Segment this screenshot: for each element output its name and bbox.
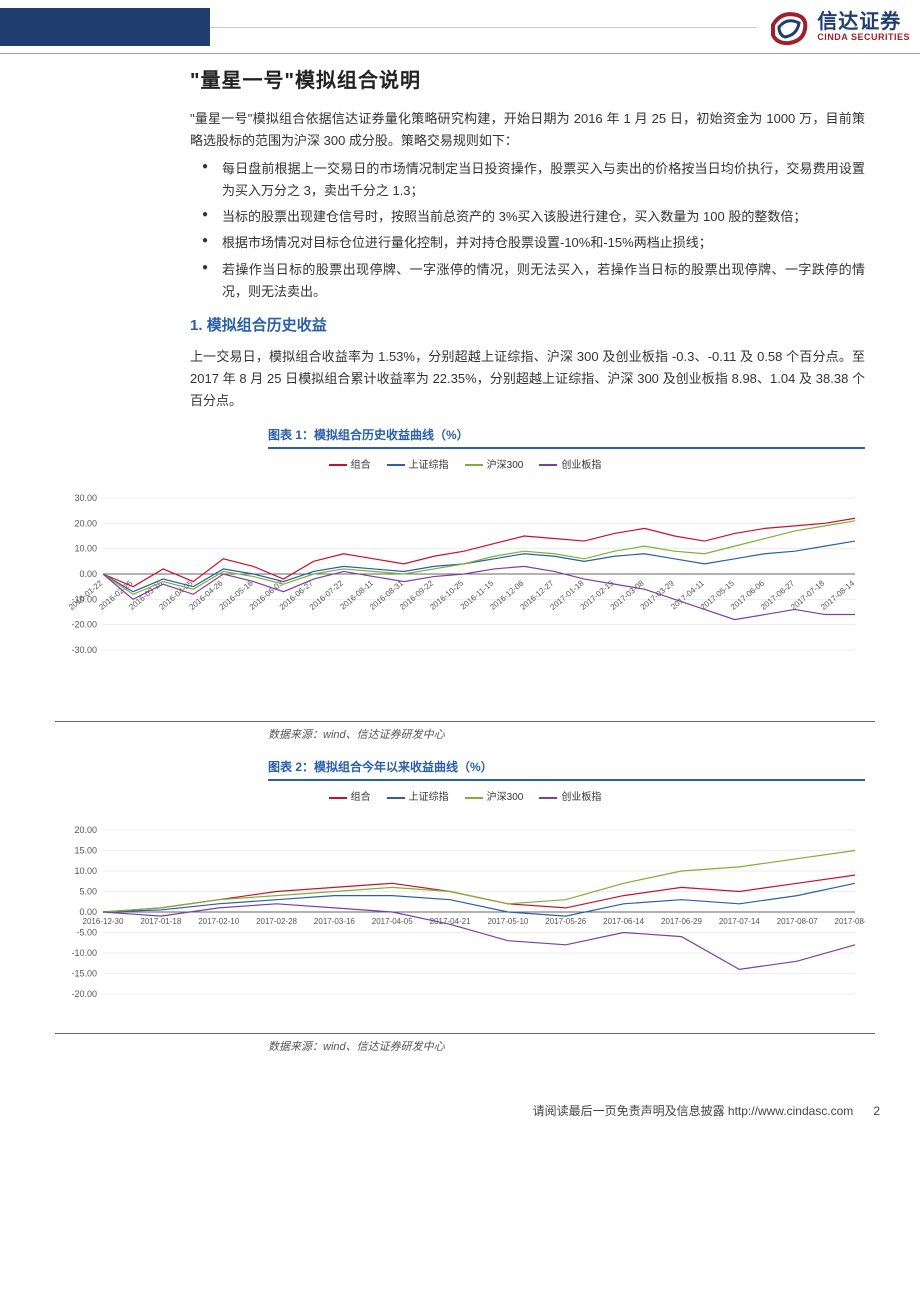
svg-text:2017-08-07: 2017-08-07 xyxy=(777,917,818,926)
page-footer: 请阅读最后一页免责声明及信息披露 http://www.cindasc.com … xyxy=(0,1095,920,1141)
header-bar: 信达证券 CINDA SECURITIES xyxy=(0,0,920,54)
svg-text:2017-03-16: 2017-03-16 xyxy=(314,917,355,926)
header-blue-block xyxy=(0,8,210,46)
svg-text:2017-02-10: 2017-02-10 xyxy=(198,917,239,926)
svg-text:2017-01-18: 2017-01-18 xyxy=(140,917,181,926)
rule-item: 当标的股票出现建仓信号时，按照当前总资产的 3%买入该股进行建仓，买入数量为 1… xyxy=(208,206,865,228)
page-title: "量星一号"模拟组合说明 xyxy=(190,64,865,98)
chart1: 组合上证综指沪深300创业板指-30.00-20.00-10.000.0010.… xyxy=(55,453,875,715)
intro-paragraph: "量星一号"模拟组合依据信达证券量化策略研究构建，开始日期为 2016 年 1 … xyxy=(190,108,865,152)
logo-cn: 信达证券 xyxy=(817,11,910,33)
svg-text:-15.00: -15.00 xyxy=(71,969,97,979)
svg-text:-5.00: -5.00 xyxy=(76,928,97,938)
svg-text:20.00: 20.00 xyxy=(74,825,97,835)
chart2: 组合上证综指沪深300创业板指-20.00-15.00-10.00-5.000.… xyxy=(55,785,875,1027)
section-num: 1. xyxy=(190,317,203,334)
chart1-caption: 图表 1：模拟组合历史收益曲线（%） xyxy=(268,425,865,449)
svg-text:2017-06-14: 2017-06-14 xyxy=(603,917,644,926)
svg-text:2016-12-30: 2016-12-30 xyxy=(83,917,124,926)
svg-text:2017-05-26: 2017-05-26 xyxy=(545,917,586,926)
rule-item: 每日盘前根据上一交易日的市场情况制定当日投资操作，股票买入与卖出的价格按当日均价… xyxy=(208,158,865,202)
section-heading: 1. 模拟组合历史收益 xyxy=(190,313,865,339)
section-title: 模拟组合历史收益 xyxy=(207,317,327,334)
rule-item: 根据市场情况对目标仓位进行量化控制，并对持仓股票设置-10%和-15%两档止损线… xyxy=(208,232,865,254)
header-rule xyxy=(210,8,757,46)
chart1-wrap: 组合上证综指沪深300创业板指-30.00-20.00-10.000.0010.… xyxy=(55,453,875,722)
main-content: "量星一号"模拟组合说明 "量星一号"模拟组合依据信达证券量化策略研究构建，开始… xyxy=(0,54,920,1095)
svg-text:2017-08-14: 2017-08-14 xyxy=(819,578,857,612)
svg-text:0.00: 0.00 xyxy=(79,907,97,917)
company-logo: 信达证券 CINDA SECURITIES xyxy=(757,7,920,47)
svg-text:5.00: 5.00 xyxy=(79,887,97,897)
svg-text:-30.00: -30.00 xyxy=(71,645,97,655)
rules-list: 每日盘前根据上一交易日的市场情况制定当日投资操作，股票买入与卖出的价格按当日均价… xyxy=(190,158,865,303)
svg-text:30.00: 30.00 xyxy=(74,493,97,503)
svg-text:2017-02-28: 2017-02-28 xyxy=(256,917,297,926)
svg-text:15.00: 15.00 xyxy=(74,846,97,856)
svg-text:20.00: 20.00 xyxy=(74,518,97,528)
svg-text:10.00: 10.00 xyxy=(74,866,97,876)
chart2-caption: 图表 2：模拟组合今年以来收益曲线（%） xyxy=(268,757,865,781)
page-number: 2 xyxy=(873,1101,880,1121)
svg-text:0.00: 0.00 xyxy=(79,569,97,579)
svg-text:2017-04-05: 2017-04-05 xyxy=(372,917,413,926)
section-paragraph: 上一交易日，模拟组合收益率为 1.53%，分别超越上证综指、沪深 300 及创业… xyxy=(190,346,865,412)
chart2-source: 数据来源：wind、信达证券研发中心 xyxy=(268,1038,865,1057)
logo-icon xyxy=(767,7,811,47)
svg-text:-20.00: -20.00 xyxy=(71,989,97,999)
rule-item: 若操作当日标的股票出现停牌、一字涨停的情况，则无法买入，若操作当日标的股票出现停… xyxy=(208,259,865,303)
svg-text:2017-05-10: 2017-05-10 xyxy=(487,917,528,926)
svg-text:2017-06-29: 2017-06-29 xyxy=(661,917,702,926)
svg-text:2017-07-14: 2017-07-14 xyxy=(719,917,760,926)
svg-text:-20.00: -20.00 xyxy=(71,620,97,630)
chart2-wrap: 组合上证综指沪深300创业板指-20.00-15.00-10.00-5.000.… xyxy=(55,785,875,1034)
svg-text:-10.00: -10.00 xyxy=(71,948,97,958)
svg-text:2017-08-25: 2017-08-25 xyxy=(835,917,865,926)
svg-text:10.00: 10.00 xyxy=(74,544,97,554)
chart1-source: 数据来源：wind、信达证券研发中心 xyxy=(268,726,865,745)
footer-disclaimer: 请阅读最后一页免责声明及信息披露 http://www.cindasc.com xyxy=(533,1101,854,1121)
logo-en: CINDA SECURITIES xyxy=(817,33,910,43)
